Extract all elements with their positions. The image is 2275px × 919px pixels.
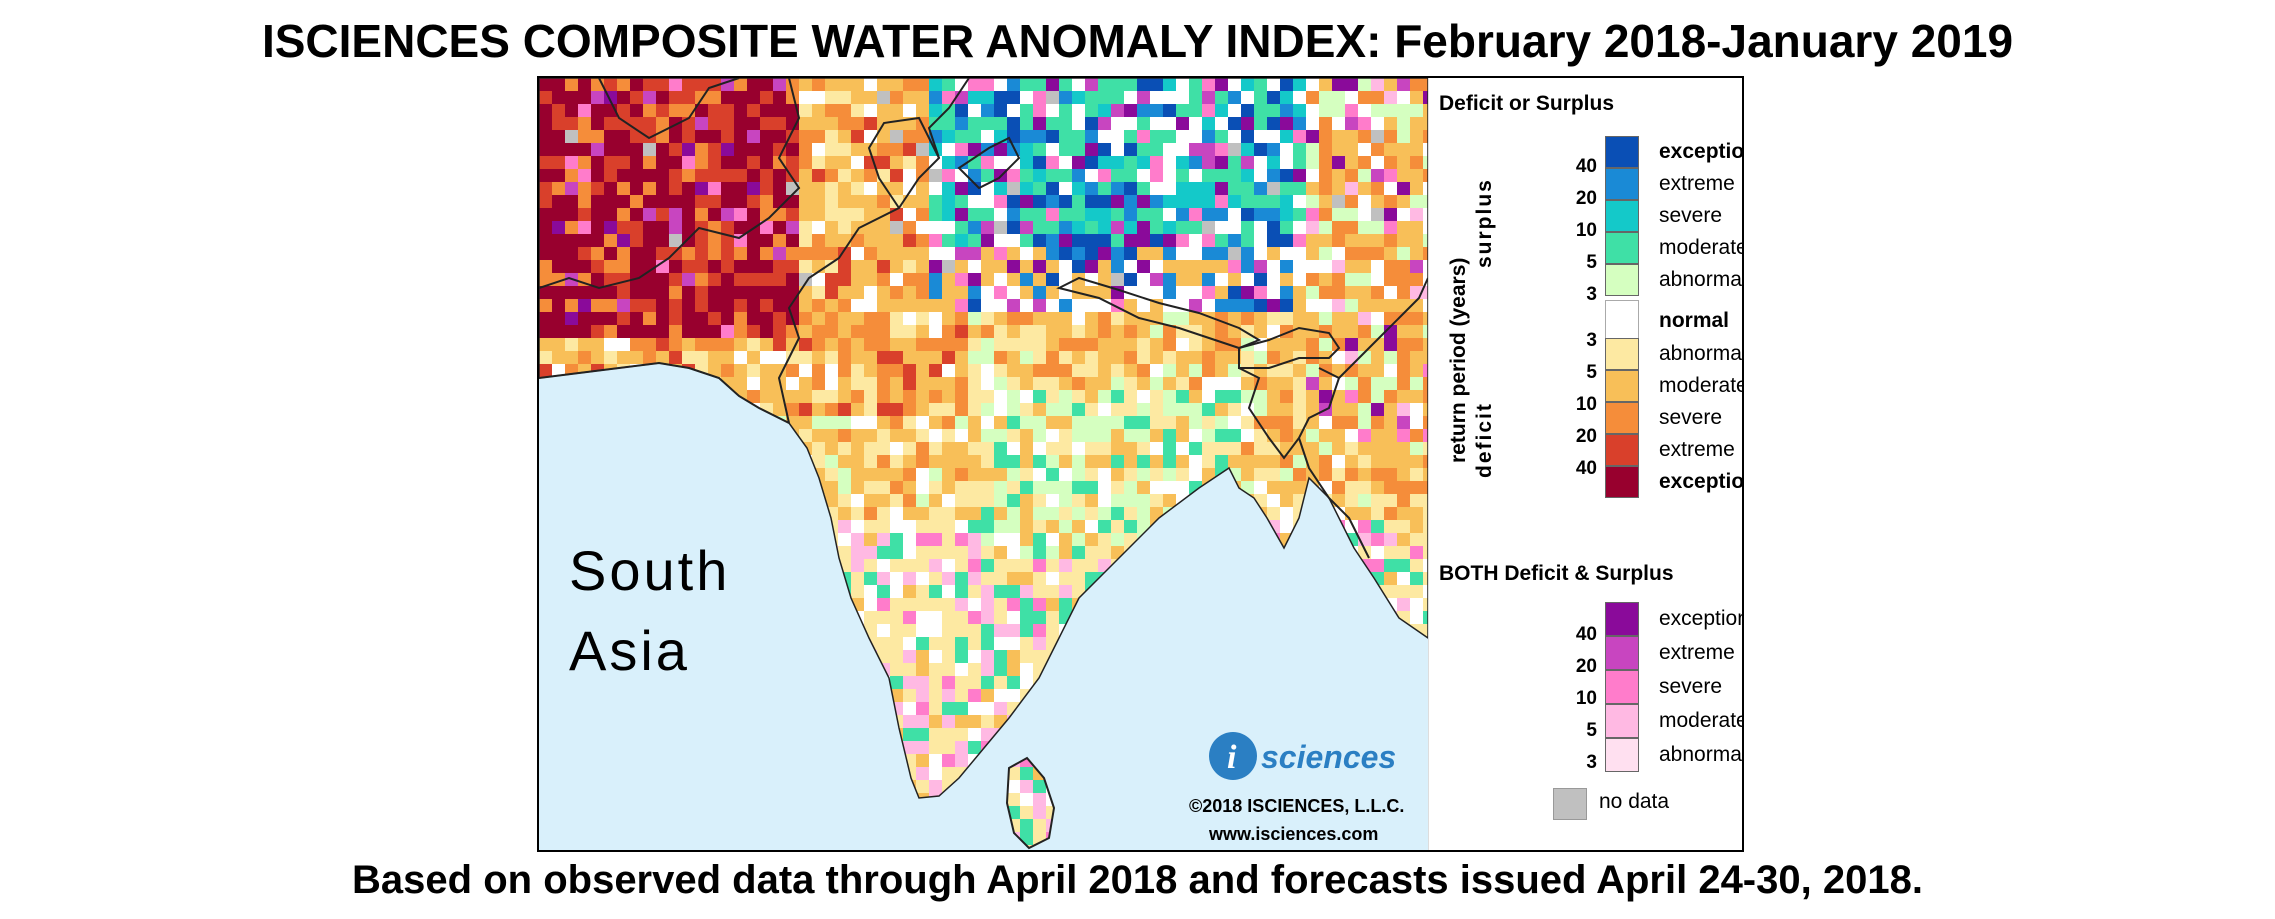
legend-heading-both: BOTH Deficit & Surplus [1439, 562, 1674, 585]
legend: Deficit or Surplus return period (years)… [1428, 78, 1744, 850]
legend-label-deficit-extreme: extreme [1659, 438, 1735, 461]
legend-tick-deficit: 5 [1586, 362, 1597, 383]
legend-swatch-both-moderate [1605, 704, 1639, 738]
legend-swatch-deficit-extreme [1605, 434, 1639, 466]
legend-label-both-severe: severe [1659, 675, 1723, 698]
legend-swatch-both-extreme [1605, 636, 1639, 670]
legend-surplus-label: surplus [1473, 178, 1496, 268]
legend-swatch-no-data [1553, 788, 1587, 820]
legend-axis-label: return period (years) [1447, 257, 1470, 463]
legend-tick-both: 10 [1575, 688, 1597, 709]
region-label-south: South [569, 539, 731, 602]
legend-tick-surplus: 5 [1586, 252, 1597, 273]
legend-heading-deficit-surplus: Deficit or Surplus [1439, 92, 1615, 115]
legend-swatch-deficit-abnormal [1605, 338, 1639, 370]
legend-swatch-surplus-moderate [1605, 232, 1639, 264]
legend-label-both-exceptional: exceptional [1659, 607, 1742, 630]
legend-swatch-normal [1605, 300, 1639, 342]
legend-label-deficit-exceptional: exceptional [1659, 470, 1744, 493]
logo-circle-icon [1209, 732, 1257, 780]
legend-swatch-surplus-severe [1605, 200, 1639, 232]
legend-label-deficit-moderate: moderate [1659, 374, 1744, 397]
region-label-asia: Asia [569, 619, 690, 682]
legend-swatch-surplus-exceptional [1605, 136, 1639, 168]
legend-tick-both: 20 [1575, 656, 1597, 677]
copyright-text: ©2018 ISCIENCES, L.L.C. [1189, 796, 1405, 816]
legend-tick-surplus: 10 [1575, 220, 1597, 241]
legend-tick-surplus: 20 [1575, 188, 1597, 209]
legend-swatch-deficit-severe [1605, 402, 1639, 434]
map-footer: Based on observed data through April 201… [352, 858, 1923, 902]
legend-deficit-label: deficit [1473, 402, 1496, 478]
legend-label-surplus-extreme: extreme [1659, 172, 1735, 195]
legend-label-deficit-severe: severe [1659, 406, 1723, 429]
legend-tick-both: 3 [1586, 752, 1597, 773]
legend-tick-deficit: 40 [1575, 458, 1597, 479]
legend-swatch-surplus-extreme [1605, 168, 1639, 200]
logo-word: sciences [1261, 739, 1396, 775]
legend-label-no-data: no data [1599, 790, 1670, 813]
map-frame: South Asia i sciences ©2018 ISCIENCES, L… [537, 76, 1744, 852]
legend-swatch-both-exceptional [1605, 602, 1639, 636]
legend-label-both-moderate: moderate [1659, 709, 1744, 732]
legend-tick-surplus: 40 [1575, 156, 1597, 177]
map-title: ISCIENCES COMPOSITE WATER ANOMALY INDEX:… [261, 15, 2014, 67]
legend-label-surplus-abnormal: abnormal [1659, 268, 1744, 291]
legend-tick-surplus: 3 [1586, 284, 1597, 305]
isciences-logo: i sciences [1209, 732, 1396, 780]
anomaly-map [539, 78, 1428, 850]
logo-letter: i [1227, 739, 1237, 776]
legend-tick-both: 40 [1575, 624, 1597, 645]
legend-swatch-surplus-abnormal [1605, 264, 1639, 296]
legend-label-deficit-abnormal: abnormal [1659, 342, 1744, 365]
legend-swatch-both-severe [1605, 670, 1639, 704]
legend-tick-deficit: 10 [1575, 394, 1597, 415]
legend-tick-deficit: 20 [1575, 426, 1597, 447]
legend-swatch-deficit-exceptional [1605, 466, 1639, 498]
legend-label-normal: normal [1659, 309, 1730, 332]
legend-label-surplus-exceptional: exceptional [1659, 140, 1744, 163]
legend-tick-both: 5 [1586, 720, 1597, 741]
legend-label-surplus-moderate: moderate [1659, 236, 1744, 259]
legend-label-surplus-severe: severe [1659, 204, 1723, 227]
website-text: www.isciences.com [1209, 824, 1379, 844]
legend-swatch-deficit-moderate [1605, 370, 1639, 402]
legend-swatch-both-abnormal [1605, 738, 1639, 772]
legend-label-both-extreme: extreme [1659, 641, 1735, 664]
legend-tick-deficit: 3 [1586, 330, 1597, 351]
country-borders [539, 78, 1428, 850]
legend-label-both-abnormal: abnormal [1659, 743, 1744, 766]
